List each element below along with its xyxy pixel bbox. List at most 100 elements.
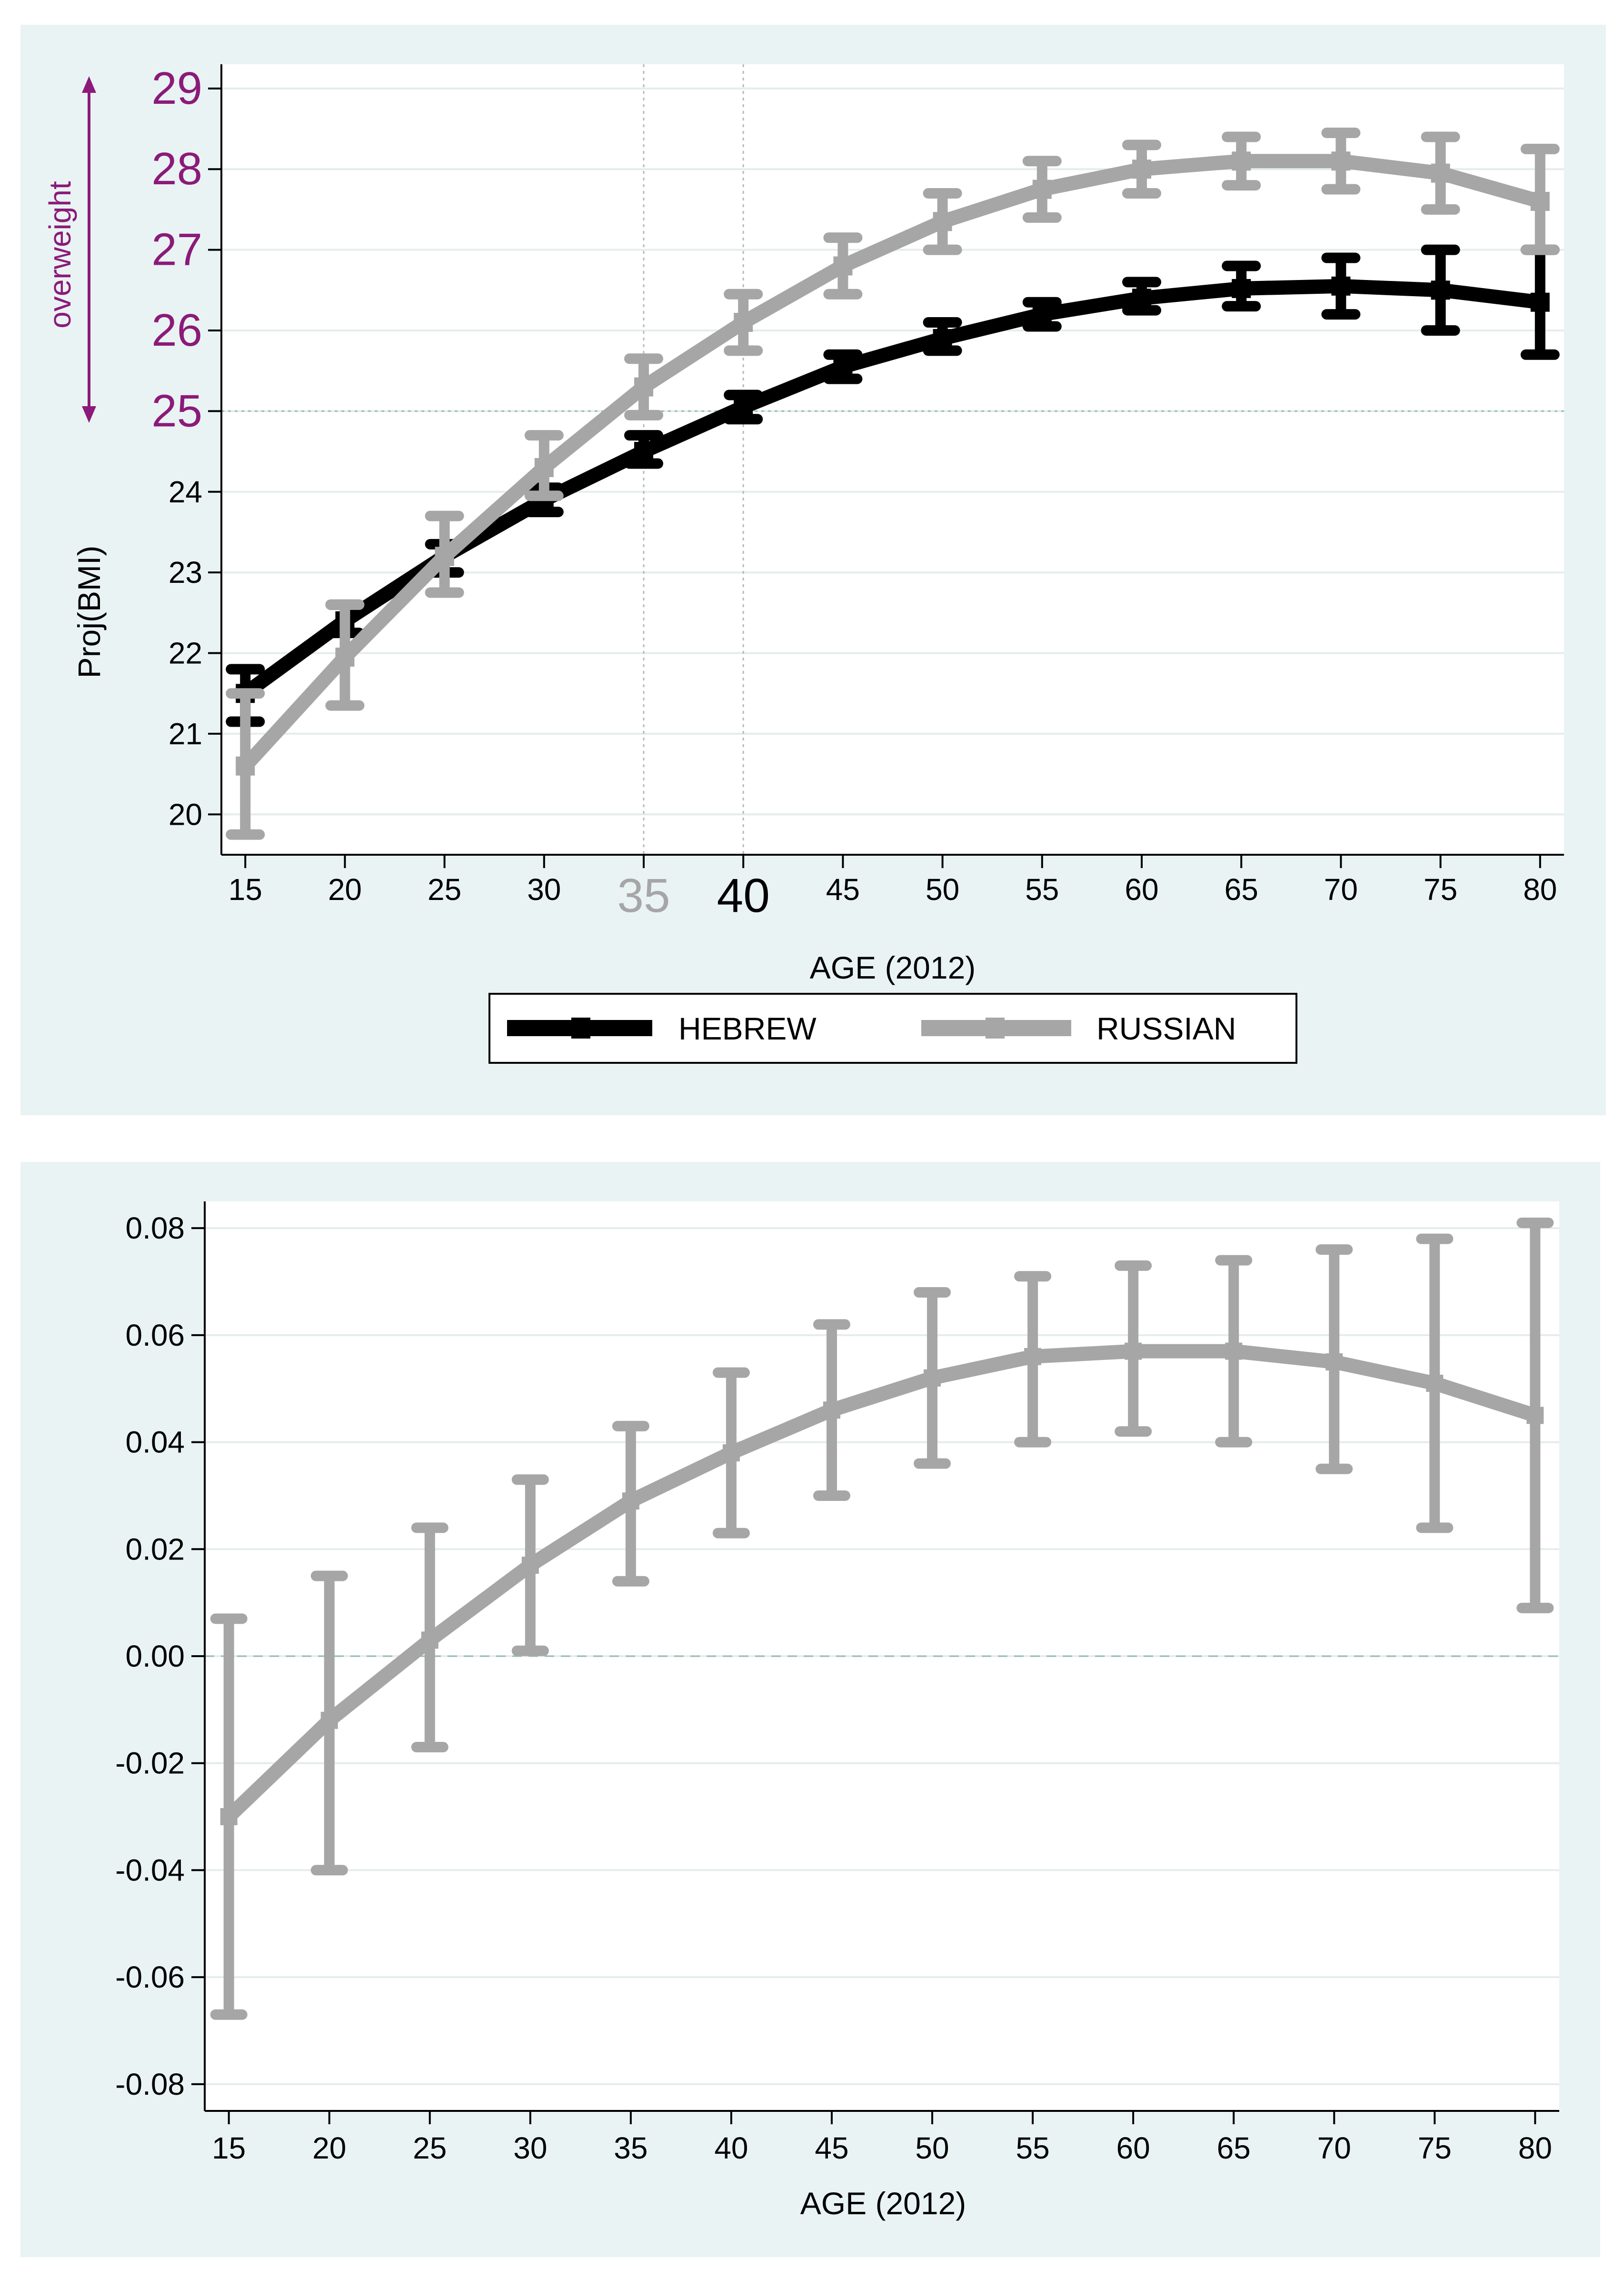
bottom-point-20 <box>320 1711 338 1729</box>
bottom-point-80 <box>1526 1407 1544 1424</box>
bottom-point-25 <box>421 1631 438 1649</box>
top-xtick-label-45: 45 <box>826 872 860 907</box>
legend-russian-label: RUSSIAN <box>1096 1011 1236 1046</box>
top-point-hebrew-45 <box>833 357 853 377</box>
top-xtick-label-65: 65 <box>1225 872 1258 907</box>
bottom-x-axis-label: AGE (2012) <box>800 2186 966 2221</box>
top-ytick-label-29: 29 <box>151 63 202 114</box>
top-point-russian-65 <box>1232 151 1251 171</box>
overweight-label: overweight <box>43 181 77 329</box>
bottom-point-45 <box>823 1401 840 1419</box>
overweight-arrow-up-head <box>82 76 96 93</box>
bottom-xtick-label-65: 65 <box>1217 2131 1251 2165</box>
bottom-xtick-label-45: 45 <box>815 2131 848 2165</box>
top-xtick-label-20: 20 <box>328 872 362 907</box>
legend: HEBREW RUSSIAN <box>488 993 1297 1064</box>
top-xtick-label-40: 40 <box>717 869 770 922</box>
bottom-xtick-label-50: 50 <box>915 2131 949 2165</box>
bottom-series-line <box>221 1344 1543 1824</box>
top-x-axis-label: AGE (2012) <box>810 950 976 985</box>
bottom-point-55 <box>1024 1348 1042 1365</box>
top-point-hebrew-50 <box>933 329 952 348</box>
bottom-point-40 <box>722 1444 740 1462</box>
top-point-hebrew-35 <box>634 442 654 461</box>
bottom-point-30 <box>521 1557 539 1574</box>
top-point-hebrew-40 <box>734 397 753 417</box>
bottom-ytick-label--0.02: -0.02 <box>115 1746 185 1780</box>
top-y-axis-label: Proj(BMI) <box>71 546 107 679</box>
bottom-ytick-label-0.04: 0.04 <box>125 1425 185 1459</box>
overweight-arrow-down-head <box>82 406 96 423</box>
top-point-hebrew-60 <box>1132 289 1151 308</box>
bottom-xtick-label-30: 30 <box>513 2131 547 2165</box>
bottom-xtick-label-60: 60 <box>1116 2131 1150 2165</box>
overweight-annotation: overweight <box>43 76 96 423</box>
top-point-russian-25 <box>435 547 454 566</box>
top-ytick-label-25: 25 <box>151 385 202 436</box>
top-point-russian-40 <box>734 313 753 332</box>
top-point-hebrew-65 <box>1232 279 1251 298</box>
legend-hebrew-label: HEBREW <box>678 1011 817 1046</box>
top-xtick-label-80: 80 <box>1523 872 1557 907</box>
top-xtick-label-35: 35 <box>617 869 670 922</box>
top-ytick-label-23: 23 <box>169 555 202 590</box>
bottom-xtick-label-70: 70 <box>1317 2131 1351 2165</box>
bottom-ytick-label-0.06: 0.06 <box>125 1318 185 1352</box>
top-xtick-label-55: 55 <box>1025 872 1059 907</box>
bottom-ytick-label-0.08: 0.08 <box>125 1211 185 1245</box>
bottom-ytick-label--0.06: -0.06 <box>115 1960 185 1994</box>
legend-hebrew-marker <box>571 1018 590 1039</box>
top-point-russian-20 <box>335 648 355 667</box>
top-ytick-label-21: 21 <box>169 717 202 751</box>
top-series-line-russian <box>238 154 1547 773</box>
bottom-xtick-label-35: 35 <box>614 2131 648 2165</box>
top-point-russian-60 <box>1132 160 1151 179</box>
bottom-xtick-label-20: 20 <box>312 2131 346 2165</box>
top-xtick-label-70: 70 <box>1324 872 1358 907</box>
bottom-point-50 <box>924 1369 941 1387</box>
top-ytick-label-28: 28 <box>151 143 202 194</box>
difference-chart: 0.08 0.06 0.04 0.02 0.00 -0.02 -0.04 -0.06 -0.08… <box>20 1162 1600 2257</box>
top-point-russian-50 <box>933 212 952 231</box>
bottom-ytick-label--0.08: -0.08 <box>115 2067 185 2101</box>
bottom-point-65 <box>1225 1342 1243 1360</box>
top-ytick-label-20: 20 <box>169 797 202 831</box>
top-xtick-label-15: 15 <box>229 872 262 907</box>
top-point-hebrew-80 <box>1530 292 1550 312</box>
bottom-point-75 <box>1426 1375 1444 1392</box>
top-ytick-label-24: 24 <box>169 475 202 509</box>
top-point-russian-55 <box>1032 180 1052 199</box>
top-ytick-label-22: 22 <box>169 636 202 670</box>
top-ytick-label-26: 26 <box>151 305 202 356</box>
bottom-xtick-label-25: 25 <box>413 2131 447 2165</box>
top-plot-area <box>221 64 1564 855</box>
bottom-xtick-label-80: 80 <box>1518 2131 1552 2165</box>
bottom-ytick-label-0.00: 0.00 <box>125 1639 185 1673</box>
bottom-ytick-label--0.04: -0.04 <box>115 1853 185 1887</box>
top-xtick-label-30: 30 <box>527 872 561 907</box>
bottom-xtick-label-75: 75 <box>1418 2131 1452 2165</box>
top-ytick-label-27: 27 <box>151 224 202 275</box>
bottom-ytick-label-0.02: 0.02 <box>125 1532 185 1566</box>
bottom-xtick-label-55: 55 <box>1016 2131 1049 2165</box>
bottom-xtick-label-40: 40 <box>714 2131 748 2165</box>
top-point-russian-15 <box>236 756 255 776</box>
top-point-hebrew-75 <box>1431 280 1450 300</box>
bottom-point-70 <box>1325 1353 1343 1371</box>
bottom-point-35 <box>622 1492 639 1510</box>
legend-russian-marker <box>986 1018 1005 1039</box>
legend-item-russian: RUSSIAN <box>921 1011 1236 1046</box>
top-point-russian-30 <box>534 458 554 477</box>
top-point-hebrew-55 <box>1032 305 1052 324</box>
top-point-russian-45 <box>833 256 853 276</box>
top-point-hebrew-70 <box>1331 276 1351 296</box>
top-xtick-label-25: 25 <box>428 872 461 907</box>
top-xtick-label-60: 60 <box>1125 872 1158 907</box>
top-point-russian-70 <box>1331 151 1351 171</box>
legend-item-hebrew: HEBREW <box>507 1011 817 1046</box>
bottom-point-60 <box>1125 1342 1142 1360</box>
top-point-russian-80 <box>1530 191 1550 211</box>
top-point-russian-75 <box>1431 163 1450 183</box>
bottom-point-15 <box>220 1808 238 1826</box>
